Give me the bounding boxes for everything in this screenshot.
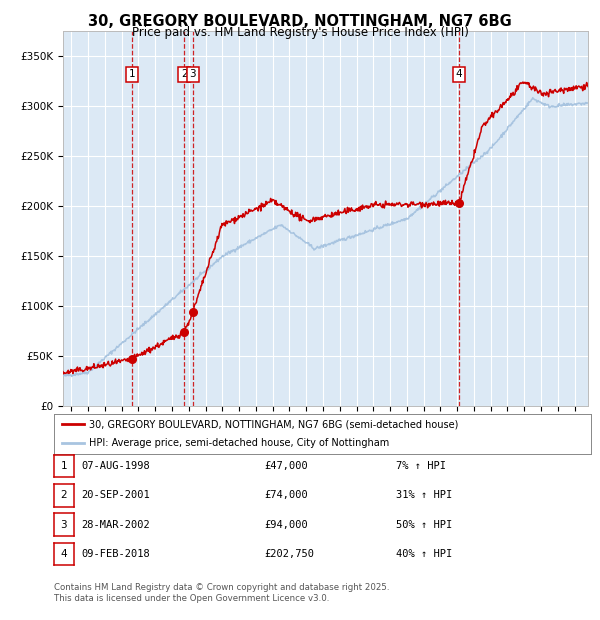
Text: 50% ↑ HPI: 50% ↑ HPI <box>396 520 452 529</box>
Text: 3: 3 <box>190 69 196 79</box>
Text: 20-SEP-2001: 20-SEP-2001 <box>81 490 150 500</box>
Text: £47,000: £47,000 <box>264 461 308 471</box>
Text: 09-FEB-2018: 09-FEB-2018 <box>81 549 150 559</box>
Text: £202,750: £202,750 <box>264 549 314 559</box>
Text: 7% ↑ HPI: 7% ↑ HPI <box>396 461 446 471</box>
Text: 3: 3 <box>61 520 67 529</box>
Text: 4: 4 <box>61 549 67 559</box>
Text: 30, GREGORY BOULEVARD, NOTTINGHAM, NG7 6BG (semi-detached house): 30, GREGORY BOULEVARD, NOTTINGHAM, NG7 6… <box>89 419 458 430</box>
Text: £94,000: £94,000 <box>264 520 308 529</box>
Text: 2: 2 <box>181 69 187 79</box>
Text: 1: 1 <box>61 461 67 471</box>
Text: 28-MAR-2002: 28-MAR-2002 <box>81 520 150 529</box>
Text: 4: 4 <box>456 69 463 79</box>
Text: £74,000: £74,000 <box>264 490 308 500</box>
Text: 07-AUG-1998: 07-AUG-1998 <box>81 461 150 471</box>
Text: 31% ↑ HPI: 31% ↑ HPI <box>396 490 452 500</box>
Text: HPI: Average price, semi-detached house, City of Nottingham: HPI: Average price, semi-detached house,… <box>89 438 389 448</box>
Text: 40% ↑ HPI: 40% ↑ HPI <box>396 549 452 559</box>
Text: Contains HM Land Registry data © Crown copyright and database right 2025.
This d: Contains HM Land Registry data © Crown c… <box>54 583 389 603</box>
Text: 1: 1 <box>128 69 135 79</box>
Text: Price paid vs. HM Land Registry's House Price Index (HPI): Price paid vs. HM Land Registry's House … <box>131 26 469 39</box>
Text: 2: 2 <box>61 490 67 500</box>
Text: 30, GREGORY BOULEVARD, NOTTINGHAM, NG7 6BG: 30, GREGORY BOULEVARD, NOTTINGHAM, NG7 6… <box>88 14 512 29</box>
